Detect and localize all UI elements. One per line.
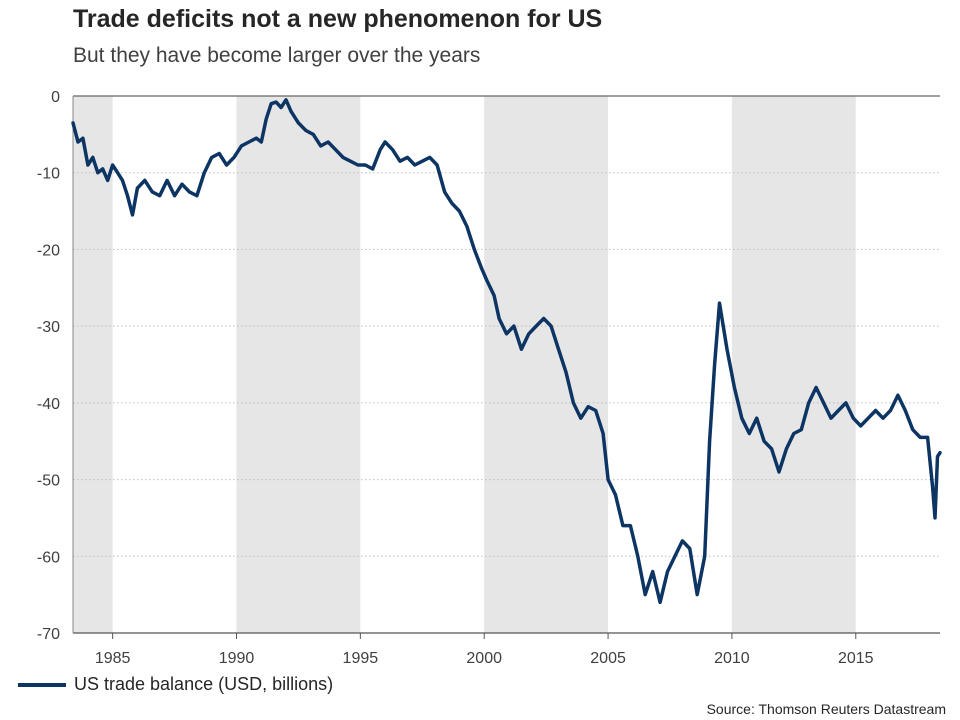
- legend-label: US trade balance (USD, billions): [74, 674, 334, 694]
- y-tick-label: -60: [37, 549, 60, 566]
- chart-title: Trade deficits not a new phenomenon for …: [73, 5, 603, 33]
- legend-swatch: [18, 682, 66, 687]
- shaded-band-1: [236, 96, 361, 633]
- x-tick-label: 2010: [714, 650, 750, 667]
- x-tick-label: 2000: [466, 650, 502, 667]
- y-tick-label: -20: [37, 242, 60, 259]
- legend: US trade balance (USD, billions): [18, 674, 333, 695]
- y-tick-label: 0: [51, 89, 60, 106]
- shaded-band-2: [484, 96, 609, 633]
- y-tick-label: -30: [37, 319, 60, 336]
- shaded-band-0: [73, 96, 113, 633]
- series-line-0: [71, 98, 942, 605]
- x-tick-label: 1990: [219, 650, 255, 667]
- x-axis: 1985 1990 1995 2000 2005 2010 2015: [95, 633, 874, 667]
- series-group: [71, 98, 942, 605]
- shaded-band-3: [731, 96, 856, 633]
- x-tick-label: 2005: [590, 650, 626, 667]
- chart-subtitle: But they have become larger over the yea…: [73, 44, 481, 67]
- x-tick-label: 1985: [95, 650, 131, 667]
- x-tick-label: 2015: [838, 650, 874, 667]
- shaded-bands: [73, 96, 856, 633]
- y-tick-label: -70: [37, 626, 60, 643]
- grid-lines: [73, 95, 940, 634]
- y-tick-label: -40: [37, 396, 60, 413]
- x-tick-label: 1995: [343, 650, 379, 667]
- y-tick-label: -10: [37, 166, 60, 183]
- source-note: Source: Thomson Reuters Datastream: [706, 701, 946, 717]
- y-tick-label: -50: [37, 473, 60, 490]
- y-axis: 0 -10 -20 -30 -40 -50 -60 -70: [37, 89, 74, 643]
